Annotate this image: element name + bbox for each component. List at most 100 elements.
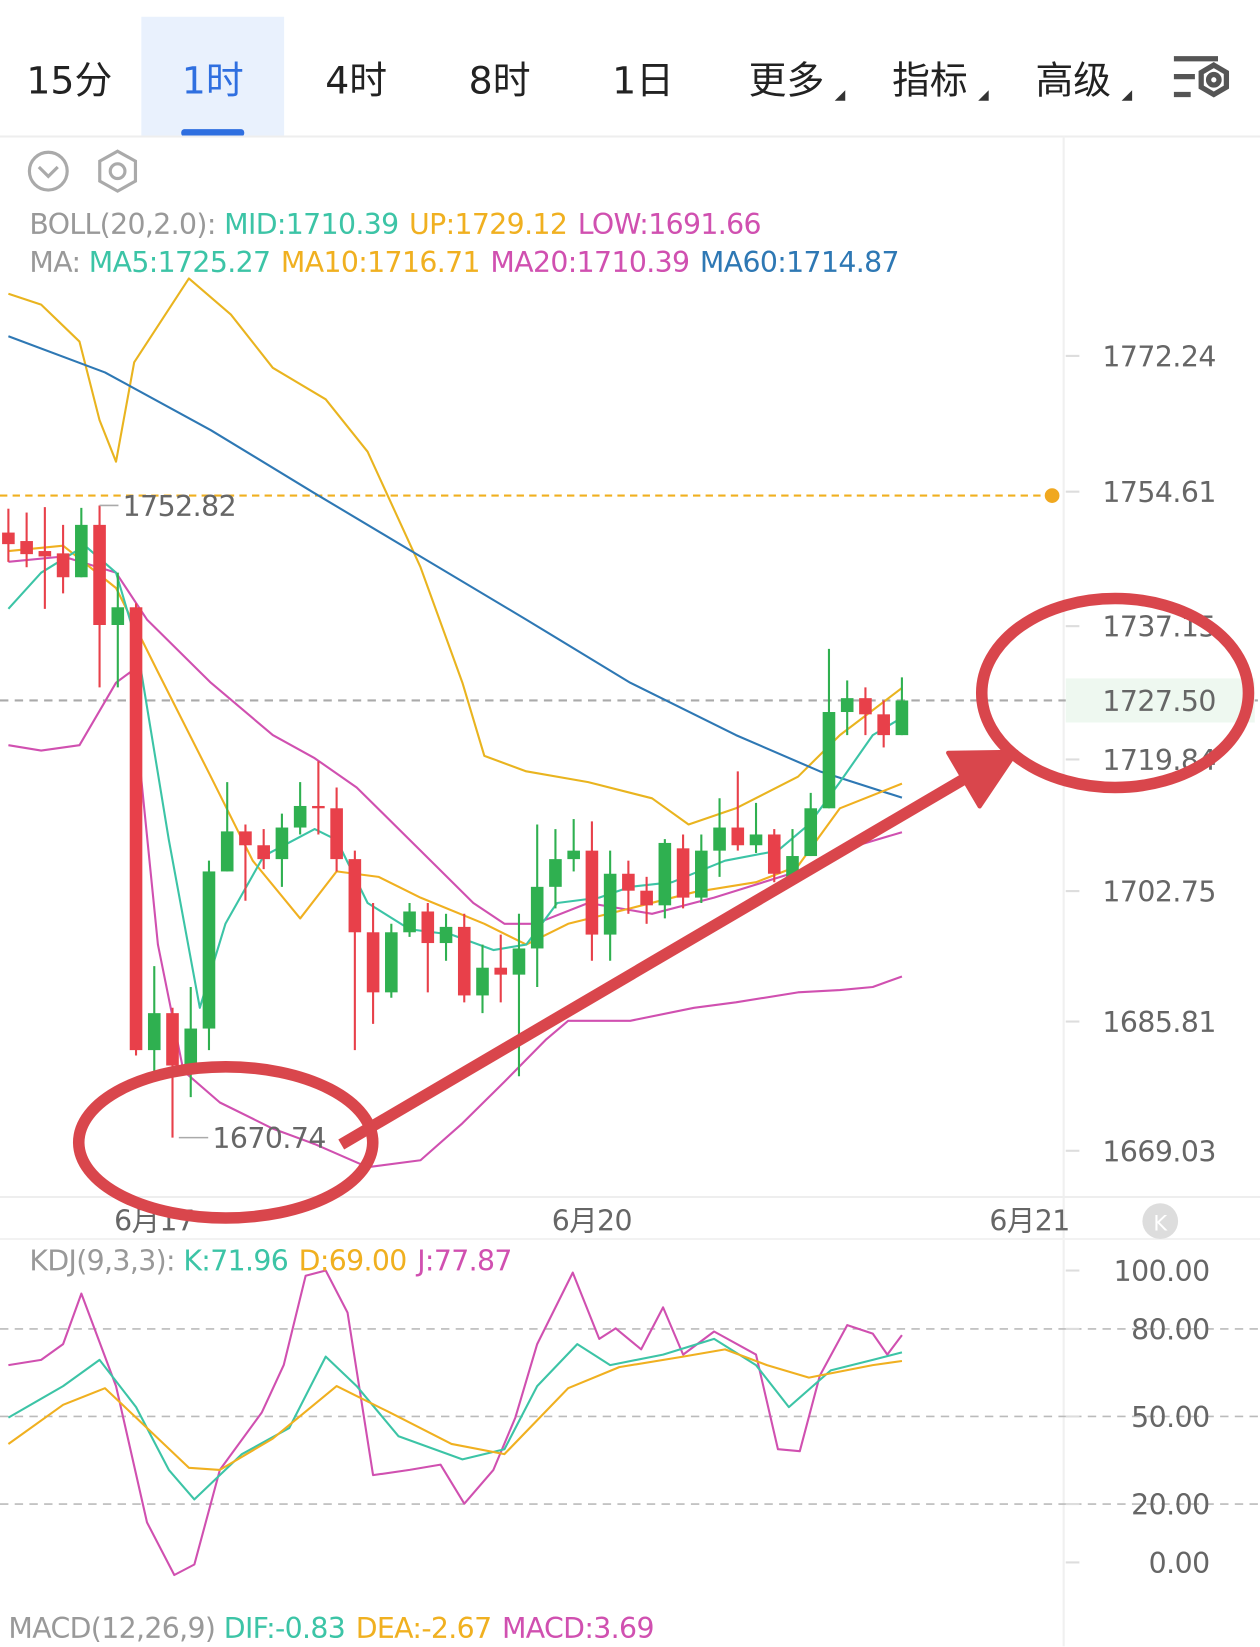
candle-body: [385, 932, 398, 993]
candle-body: [348, 859, 362, 933]
legend-item: DIF:-0.83: [224, 1612, 345, 1645]
legend-item: MA20:1710.39: [490, 246, 689, 279]
candle-body: [822, 712, 836, 809]
indicator-line: [8, 670, 903, 1169]
candle-body: [330, 808, 343, 860]
candle-body: [38, 551, 52, 557]
candle-body: [166, 1013, 179, 1066]
indicator-line: [8, 277, 903, 826]
candle-body: [512, 948, 526, 975]
x-tick-label: 6月21: [989, 1205, 1069, 1238]
macd-legend: MACD(12,26,9) DIF:-0.83 DEA:-2.67 MACD:3.69: [8, 1612, 653, 1645]
scroll-end-icon[interactable]: K: [1142, 1203, 1179, 1240]
tab-label[interactable]: 指标: [892, 58, 968, 102]
candle-body: [56, 553, 70, 578]
candle-body: [658, 842, 672, 906]
ma-legend: MA: MA5:1725.27 MA10:1716.71 MA20:1710.39 MA…: [29, 246, 898, 279]
high-label: 1752.82: [123, 490, 236, 523]
candle-body: [275, 827, 289, 860]
legend-label: MA:: [29, 246, 80, 279]
legend-item: DEA:-2.67: [356, 1612, 492, 1645]
y-tick-label: 100.00: [1114, 1255, 1210, 1288]
menu-caret: [834, 90, 846, 101]
candle-body: [640, 890, 653, 906]
legend-label: MACD(12,26,9): [8, 1612, 215, 1645]
indicator-line: [8, 335, 903, 799]
legend-item: D:69.00: [299, 1245, 407, 1278]
legend-item: MA60:1714.87: [700, 246, 899, 279]
candle-body: [439, 926, 453, 944]
legend-item: UP:1729.12: [409, 208, 567, 241]
indicator-line: [8, 544, 903, 946]
candle-body: [312, 805, 325, 809]
legend-label: KDJ(9,3,3):: [29, 1245, 175, 1278]
tab-highlight: [141, 16, 285, 137]
tab-indicator: [181, 129, 245, 137]
collapse-icon[interactable]: [27, 150, 69, 192]
candle-body: [366, 932, 380, 993]
indicator-line: [7, 1337, 903, 1501]
tab-label[interactable]: 15分: [26, 58, 112, 102]
candle-body: [622, 873, 635, 891]
kdj-chart: 100.00 80.00 50.00 20.00 0.00: [0, 1255, 1260, 1580]
candle-body: [767, 834, 781, 874]
alert-dot: [1044, 488, 1060, 503]
candle-body: [567, 850, 580, 860]
candle-body: [530, 886, 544, 949]
y-tick-label: 1702.75: [1102, 876, 1215, 909]
tab-label[interactable]: 高级: [1036, 58, 1112, 102]
candle-body: [549, 859, 562, 887]
candle-body: [147, 1013, 161, 1051]
y-tick-label: 50.00: [1131, 1401, 1209, 1434]
legend-label: BOLL(20,2.0):: [29, 208, 215, 241]
legend-item: J:77.87: [415, 1245, 512, 1278]
tab-label[interactable]: 4时: [325, 58, 387, 102]
tab-label[interactable]: 1日: [612, 58, 674, 102]
svg-text:K: K: [1153, 1212, 1168, 1236]
candle-body: [220, 831, 234, 872]
indicator-settings-icon[interactable]: [98, 149, 138, 193]
tab-label[interactable]: 1时: [182, 58, 244, 102]
candle-body: [840, 698, 854, 713]
candle-body: [494, 967, 508, 975]
kdj-legend: KDJ(9,3,3): K:71.96 D:69.00 J:77.87: [29, 1245, 511, 1278]
menu-caret: [1121, 90, 1133, 101]
candle-body: [184, 1028, 198, 1066]
low-label: 1670.74: [212, 1122, 325, 1155]
y-tick-label: 1754.61: [1102, 476, 1215, 509]
tab-label[interactable]: 更多: [749, 58, 825, 102]
x-tick-label: 6月20: [552, 1205, 632, 1238]
candle-body: [257, 845, 270, 860]
candle-body: [895, 700, 909, 736]
legend-item: MA10:1716.71: [281, 246, 480, 279]
candle-body: [476, 967, 489, 996]
legend-item: LOW:1691.66: [578, 208, 761, 241]
candle-body: [111, 607, 125, 625]
candle-body: [877, 714, 890, 736]
y-tick-label: 0.00: [1149, 1547, 1210, 1580]
candle-body: [93, 524, 106, 625]
settings-icon[interactable]: [1173, 56, 1230, 98]
current-price-label: 1727.50: [1102, 685, 1215, 718]
candle-body: [129, 607, 143, 1051]
y-tick-label: 80.00: [1131, 1313, 1209, 1346]
annotation: [72, 592, 1255, 1224]
legend-item: MA5:1725.27: [89, 246, 271, 279]
legend-item: K:71.96: [183, 1245, 288, 1278]
menu-caret: [978, 90, 989, 101]
candle-body: [695, 850, 708, 898]
boll-legend: BOLL(20,2.0): MID:1710.39 UP:1729.12 LOW:16…: [29, 208, 761, 241]
y-tick-label: 20.00: [1131, 1489, 1209, 1522]
candle-body: [749, 834, 763, 846]
tab-bar: 15分 1时 4时 8时 1日 更多 指标 高级: [26, 16, 1133, 137]
tab-label[interactable]: 8时: [469, 58, 531, 102]
candle-body: [731, 827, 745, 846]
candle-body: [804, 808, 818, 857]
kdj-lines: [7, 1269, 903, 1577]
candle-body: [202, 871, 216, 1029]
candle-body: [2, 532, 15, 545]
candle-body: [421, 911, 435, 944]
